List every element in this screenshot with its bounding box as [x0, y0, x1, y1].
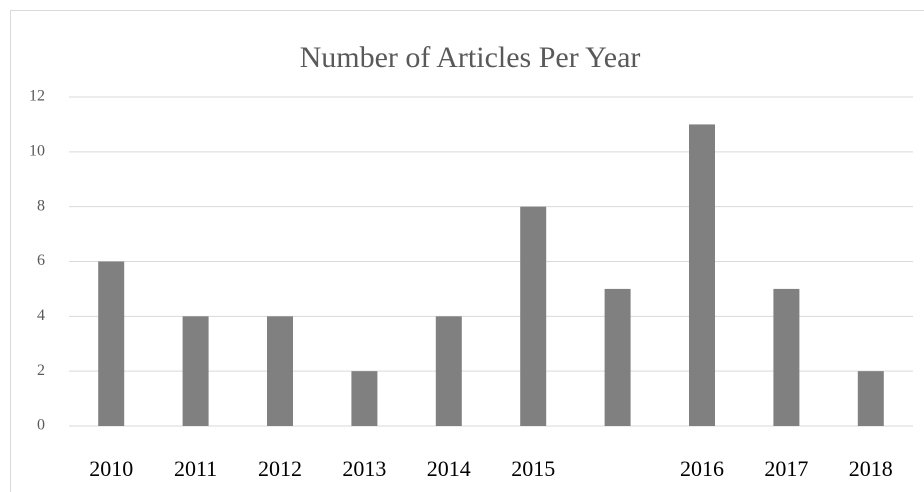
- y-tick-label: 10: [29, 143, 45, 160]
- bar: [267, 316, 293, 426]
- bar: [182, 316, 209, 426]
- y-tick-label: 12: [29, 88, 45, 105]
- x-tick-label: 2010: [89, 456, 133, 481]
- bar: [857, 371, 884, 426]
- y-tick-label: 6: [37, 252, 45, 269]
- bar: [689, 124, 715, 427]
- y-tick-label: 0: [37, 417, 45, 434]
- bar: [520, 206, 547, 426]
- y-tick-label: 8: [37, 197, 45, 214]
- x-tick-label: 2014: [427, 456, 471, 481]
- x-tick-label: 2017: [764, 456, 808, 481]
- y-tick-label: 2: [37, 362, 45, 379]
- x-tick-label: 2012: [258, 456, 302, 481]
- chart-title: Number of Articles Per Year: [300, 41, 641, 74]
- x-tick-label: 2016: [680, 456, 724, 481]
- x-tick-label: 2011: [174, 456, 217, 481]
- x-tick-label: 2013: [342, 456, 386, 481]
- chart-border: [10, 10, 924, 492]
- y-tick-label: 4: [37, 307, 45, 324]
- x-tick-label: 2015: [511, 456, 555, 481]
- bar: [351, 371, 378, 426]
- bar: [773, 288, 800, 426]
- bar: [98, 261, 125, 426]
- bar: [435, 316, 462, 426]
- bar: [604, 288, 631, 426]
- x-tick-label: 2018: [849, 456, 893, 481]
